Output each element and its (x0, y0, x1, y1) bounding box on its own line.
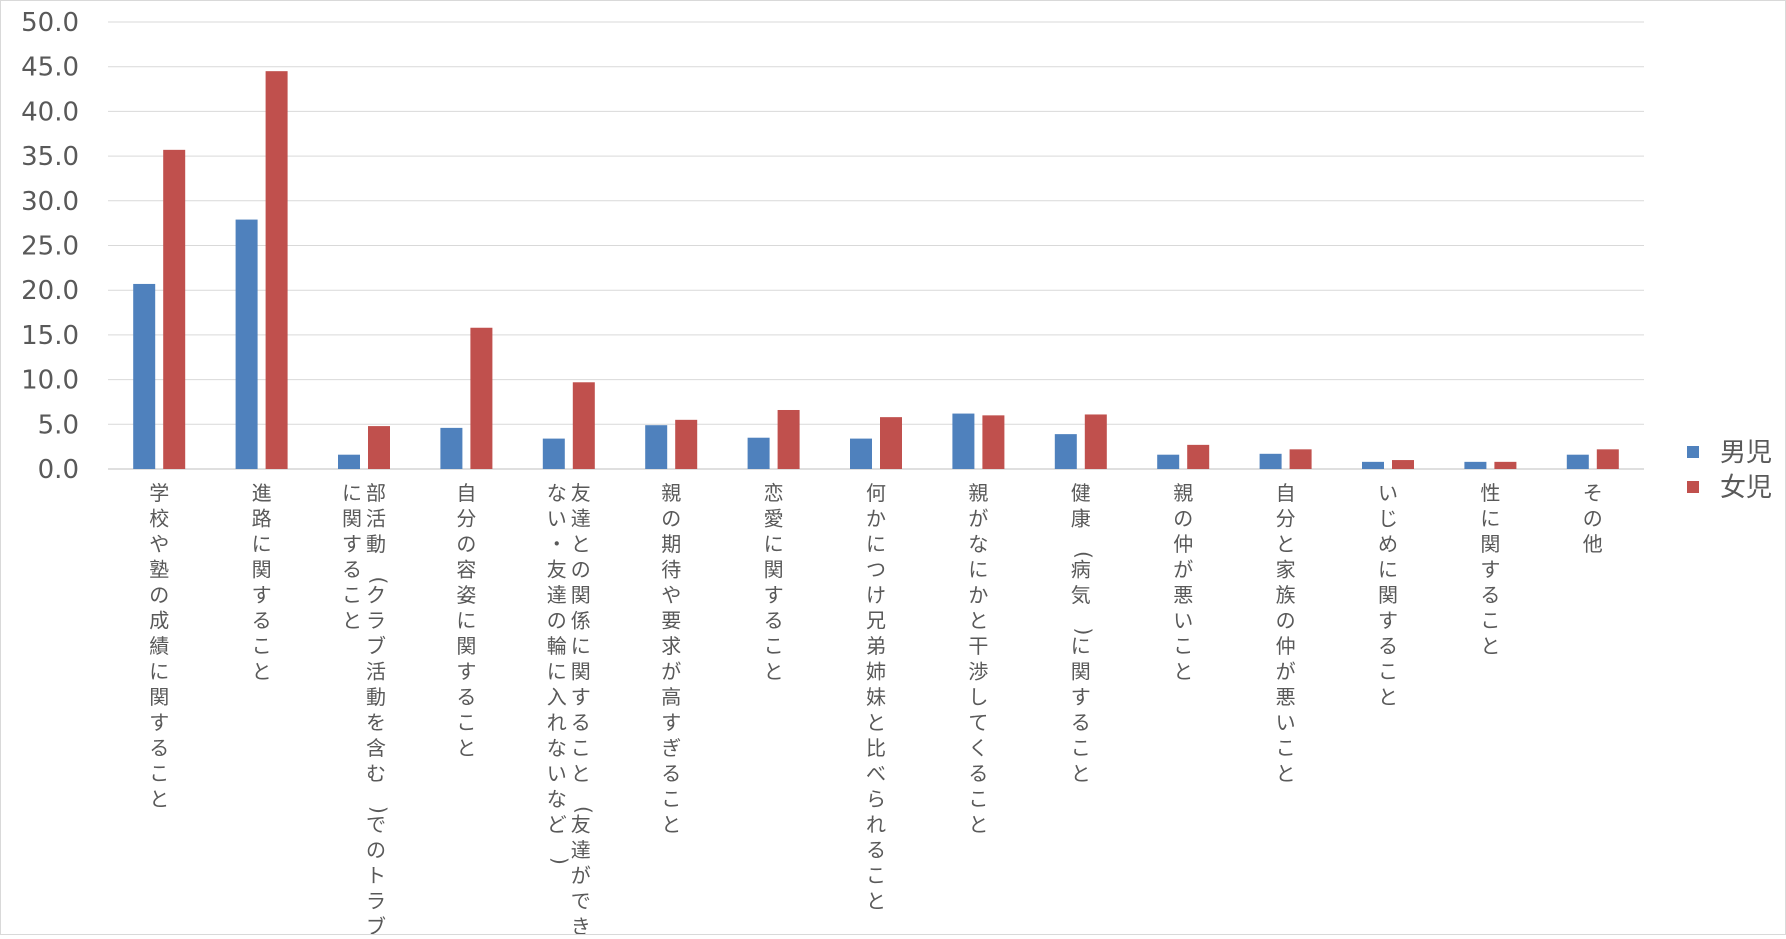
y-tick-label: 25.0 (21, 232, 79, 262)
bar-girls (572, 382, 595, 469)
x-tick-label-line: 学校や塾の成績に関すること (149, 481, 169, 811)
legend-item: 女児 (1687, 473, 1772, 503)
legend-label: 女児 (1720, 473, 1772, 503)
y-tick-label: 15.0 (21, 321, 79, 351)
x-tick-label-line: に関すること (342, 481, 362, 633)
bar-boys (338, 454, 360, 469)
x-tick-label: 自分と家族の仲が悪いこと (1276, 481, 1296, 786)
x-tick-label-line: 親の期待や要求が高すぎること (661, 481, 681, 837)
bar-boys (235, 219, 258, 469)
bar-boys (850, 438, 872, 469)
bar-girls (1187, 444, 1210, 469)
bar-girls (675, 419, 698, 469)
bar-girls (1084, 414, 1107, 469)
legend-swatch (1687, 446, 1699, 458)
y-tick-label: 20.0 (21, 276, 79, 306)
bar-boys (952, 413, 975, 469)
x-tick-label-line: 親がなにかと干渉してくること (968, 481, 988, 837)
x-axis-category-labels: 学校や塾の成績に関すること 進路に関すること 部活動(クラブ活動を含む)でのトラブル… (149, 481, 1603, 939)
bar-girls (982, 415, 1005, 469)
bar-boys (1157, 454, 1180, 469)
x-tick-label: 健康(病気)に関すること (1071, 481, 1096, 786)
bar-boys (1362, 461, 1384, 469)
bar-girls (1596, 449, 1619, 469)
bar-girls (163, 149, 186, 470)
x-tick-label-line: 健康(病気)に関すること (1071, 481, 1096, 786)
x-tick-label: 性に関すること (1480, 481, 1500, 658)
x-tick-label: 何かにつけ兄弟姉妹と比べられること (866, 481, 886, 913)
bar-girls (777, 409, 800, 469)
y-tick-label: 35.0 (21, 142, 79, 172)
x-tick-label: 親がなにかと干渉してくること (968, 481, 988, 837)
x-tick-label: いじめに関すること (1378, 481, 1398, 709)
bar-boys (1464, 461, 1487, 469)
bar-girls (1494, 461, 1517, 469)
bar-girls (1289, 449, 1312, 469)
bar-boys (1566, 454, 1589, 469)
bar-boys (440, 427, 463, 469)
x-tick-label-line: 親の仲が悪いこと (1173, 481, 1193, 684)
bar-boys (645, 425, 668, 469)
y-axis-tick-labels: 0.0 5.0 10.0 15.0 20.0 25.0 30.0 35.0 40.0 45.0 50… (21, 8, 79, 485)
y-tick-label: 50.0 (21, 8, 79, 38)
legend-swatch (1687, 481, 1699, 493)
x-tick-label: 自分の容姿に関すること (456, 481, 476, 760)
bar-girls (1392, 460, 1414, 469)
x-tick-label: 恋愛に関すること (764, 481, 784, 684)
x-tick-label-line: 部活動(クラブ活動を含む)でのトラブル (366, 481, 391, 934)
x-tick-label-line: 自分と家族の仲が悪いこと (1276, 481, 1296, 786)
x-tick-label-line: 性に関すること (1480, 481, 1500, 658)
bar-girls (470, 327, 493, 469)
bar-boys (542, 438, 565, 469)
legend-item: 男児 (1687, 438, 1772, 468)
y-tick-label: 10.0 (21, 366, 79, 396)
y-tick-label: 30.0 (21, 187, 79, 217)
x-tick-label: その他 (1583, 481, 1603, 556)
x-tick-label-line: 友達との関係に関すること(友達ができ (571, 481, 596, 934)
y-tick-label: 40.0 (21, 97, 79, 127)
gridlines (108, 21, 1644, 470)
x-tick-label-line: ない・友達の輪に入れないなど) (547, 481, 572, 865)
x-tick-label: 親の期待や要求が高すぎること (661, 481, 681, 837)
x-tick-label-line: その他 (1583, 481, 1603, 556)
x-tick-label: 学校や塾の成績に関すること (149, 481, 169, 811)
x-tick-label-line: 進路に関すること (252, 481, 272, 684)
bar-girls (265, 71, 288, 470)
x-tick-label-line: いじめに関すること (1378, 481, 1398, 709)
bar-girls (880, 417, 902, 469)
bar-boys (133, 283, 156, 469)
bar-boys (1054, 434, 1077, 469)
x-tick-label-line: 自分の容姿に関すること (456, 481, 476, 760)
bar-boys (1259, 453, 1282, 469)
y-tick-label: 45.0 (21, 53, 79, 83)
legend-label: 男児 (1720, 438, 1772, 468)
x-tick-label-line: 何かにつけ兄弟姉妹と比べられること (866, 481, 886, 913)
x-tick-label: 部活動(クラブ活動を含む)でのトラブルに関すること (342, 481, 391, 939)
bar-boys (747, 437, 770, 469)
bars (133, 71, 1619, 470)
x-tick-label: 進路に関すること (252, 481, 272, 684)
y-tick-label: 5.0 (38, 410, 79, 440)
x-tick-label: 親の仲が悪いこと (1173, 481, 1193, 684)
y-tick-label: 0.0 (38, 455, 79, 485)
bar-girls (368, 426, 390, 469)
x-tick-label-line: 恋愛に関すること (764, 481, 784, 684)
